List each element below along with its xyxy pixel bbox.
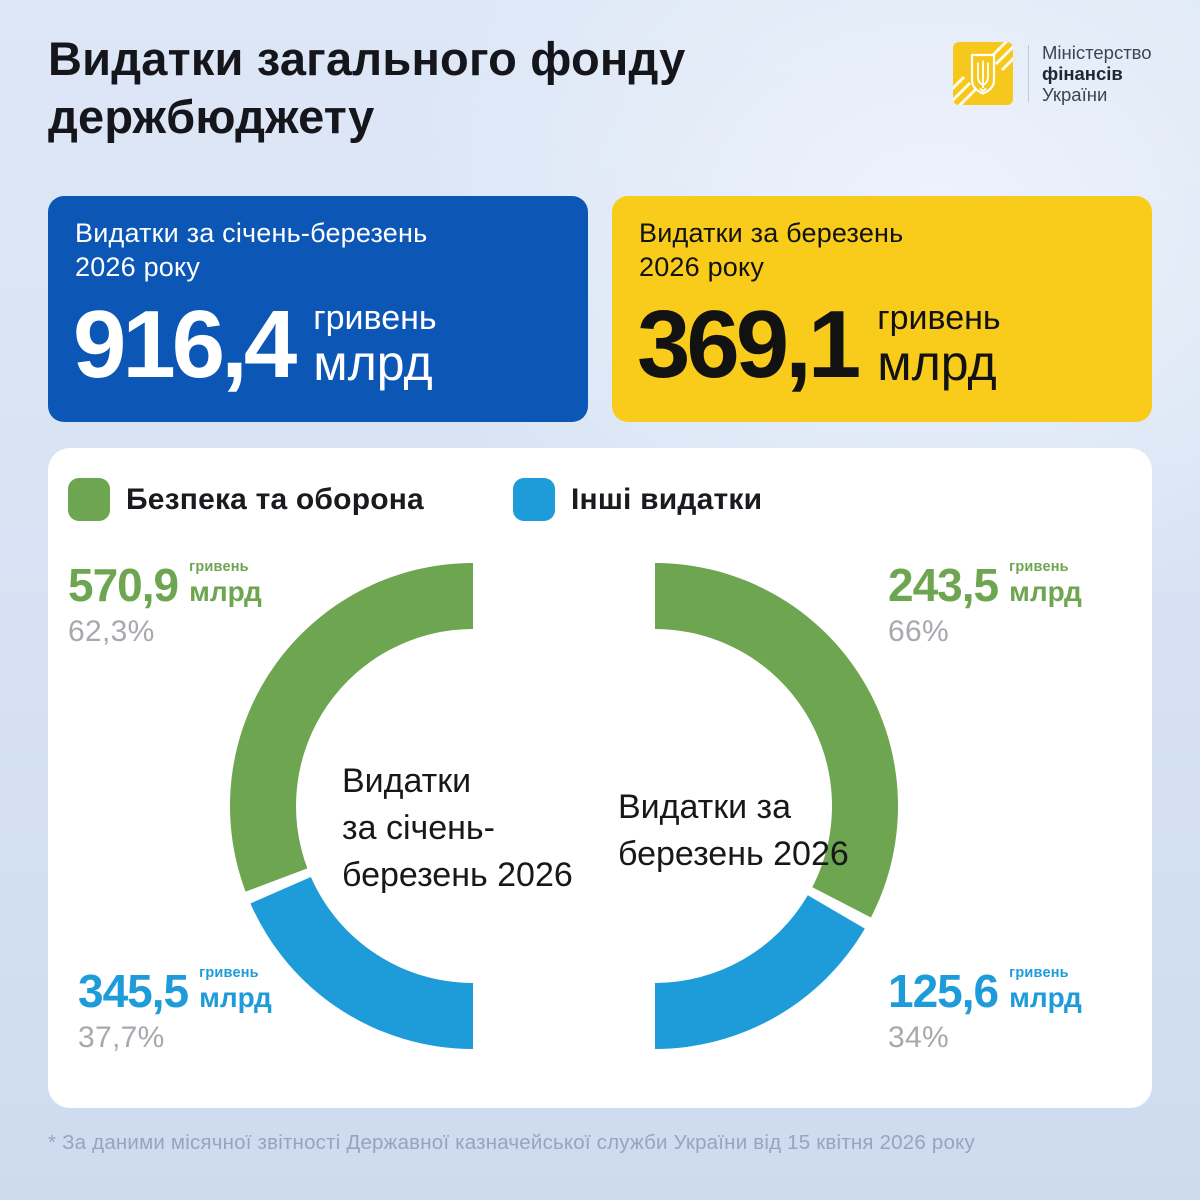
donut-slice <box>655 895 865 1049</box>
card-quarter-unit-currency: гривень <box>313 298 437 337</box>
logo-divider <box>1028 45 1029 102</box>
source-footnote: * За даними місячної звітності Державної… <box>48 1131 975 1154</box>
unit-scale: млрд <box>1009 575 1082 607</box>
page-title-line1: Видатки загального фонду <box>48 32 686 85</box>
stat-month-other-pct: 34% <box>888 1020 949 1054</box>
card-month-unit-currency: гривень <box>877 298 1001 337</box>
donut-right-center-label: Видатки за березень 2026 <box>618 784 849 878</box>
card-month-label: Видатки за березень 2026 року <box>639 216 1128 284</box>
donut-right-center-line1: Видатки за <box>618 788 792 826</box>
card-quarter-units: гривень млрд <box>313 298 437 392</box>
card-quarter-unit-scale: млрд <box>313 335 433 392</box>
legend-label-other-expenditures: Інші видатки <box>571 482 763 516</box>
stat-month-security-units: гривень млрд <box>1009 560 1082 607</box>
unit-currency: гривень <box>1009 559 1069 575</box>
unit-scale: млрд <box>189 575 262 607</box>
legend-swatch-green <box>68 478 110 521</box>
trident-emblem-icon <box>953 42 1013 105</box>
card-quarter-label-line1: Видатки за січень-березень <box>75 218 428 248</box>
stat-month-other-value: 125,6 <box>888 965 999 1018</box>
card-quarter-label-line2: 2026 року <box>75 252 201 282</box>
card-month-value-row: 369,1 гривень млрд <box>637 297 1128 393</box>
legend-item-other-expenditures: Інші видатки <box>513 478 762 521</box>
stat-quarter-other-units: гривень млрд <box>199 966 272 1013</box>
stat-month-security: 243,5 гривень млрд 66% <box>888 560 1082 649</box>
ministry-name-line3: України <box>1042 84 1108 105</box>
stat-quarter-other-value-row: 345,5 гривень млрд <box>78 965 272 1018</box>
card-month-unit-scale: млрд <box>877 335 997 392</box>
page-title-line2: держбюджету <box>48 90 375 143</box>
stat-month-other: 125,6 гривень млрд 34% <box>888 966 1082 1055</box>
stat-quarter-security: 570,9 гривень млрд 62,3% <box>68 560 262 649</box>
donut-left-center-line2: за січень- <box>342 809 495 847</box>
stat-month-security-pct: 66% <box>888 614 949 648</box>
stat-quarter-other-value: 345,5 <box>78 965 189 1018</box>
stat-quarter-security-pct: 62,3% <box>68 614 155 648</box>
ministry-name-line2: фінансів <box>1042 63 1123 84</box>
stat-quarter-security-value: 570,9 <box>68 559 179 612</box>
unit-scale: млрд <box>199 981 272 1013</box>
donut-left-center-line3: березень 2026 <box>342 856 573 894</box>
unit-currency: гривень <box>199 965 259 981</box>
card-month-label-line1: Видатки за березень <box>639 218 904 248</box>
ministry-logo: Міністерство фінансів України <box>953 42 1152 105</box>
donut-left-center-label: Видатки за січень- березень 2026 <box>342 758 573 899</box>
stat-month-security-value: 243,5 <box>888 559 999 612</box>
card-month-units: гривень млрд <box>877 298 1001 392</box>
ministry-name-line1: Міністерство <box>1042 42 1152 63</box>
donut-right-center-line2: березень 2026 <box>618 835 849 873</box>
unit-scale: млрд <box>1009 981 1082 1013</box>
card-month-value: 369,1 <box>637 291 861 398</box>
ministry-name: Міністерство фінансів України <box>1042 42 1152 105</box>
donut-charts <box>230 563 898 1049</box>
stat-month-security-value-row: 243,5 гривень млрд <box>888 559 1082 612</box>
donut-slice <box>250 876 473 1049</box>
stat-month-other-value-row: 125,6 гривень млрд <box>888 965 1082 1018</box>
card-quarter-value: 916,4 <box>73 291 297 398</box>
card-quarter-value-row: 916,4 гривень млрд <box>73 297 564 393</box>
legend-label-security-defense: Безпека та оборона <box>126 482 424 516</box>
card-quarter-expenditures: Видатки за січень-березень 2026 року 916… <box>48 196 588 422</box>
card-quarter-label: Видатки за січень-березень 2026 року <box>75 216 564 284</box>
unit-currency: гривень <box>1009 965 1069 981</box>
unit-currency: гривень <box>189 559 249 575</box>
donut-slice <box>230 563 473 892</box>
stat-quarter-other-pct: 37,7% <box>78 1020 165 1054</box>
legend-item-security-defense: Безпека та оборона <box>68 478 424 521</box>
stat-quarter-security-value-row: 570,9 гривень млрд <box>68 559 262 612</box>
charts-panel: Безпека та оборона Інші видатки Видатки … <box>48 448 1152 1108</box>
stat-quarter-security-units: гривень млрд <box>189 560 262 607</box>
card-month-expenditures: Видатки за березень 2026 року 369,1 грив… <box>612 196 1152 422</box>
page-title: Видатки загального фонду держбюджету <box>48 30 685 146</box>
card-month-label-line2: 2026 року <box>639 252 765 282</box>
donut-slice <box>655 563 898 918</box>
legend-swatch-blue <box>513 478 555 521</box>
trident-icon <box>953 42 1013 105</box>
stat-quarter-other: 345,5 гривень млрд 37,7% <box>78 966 272 1055</box>
stat-month-other-units: гривень млрд <box>1009 966 1082 1013</box>
donut-left-center-line1: Видатки <box>342 762 472 800</box>
